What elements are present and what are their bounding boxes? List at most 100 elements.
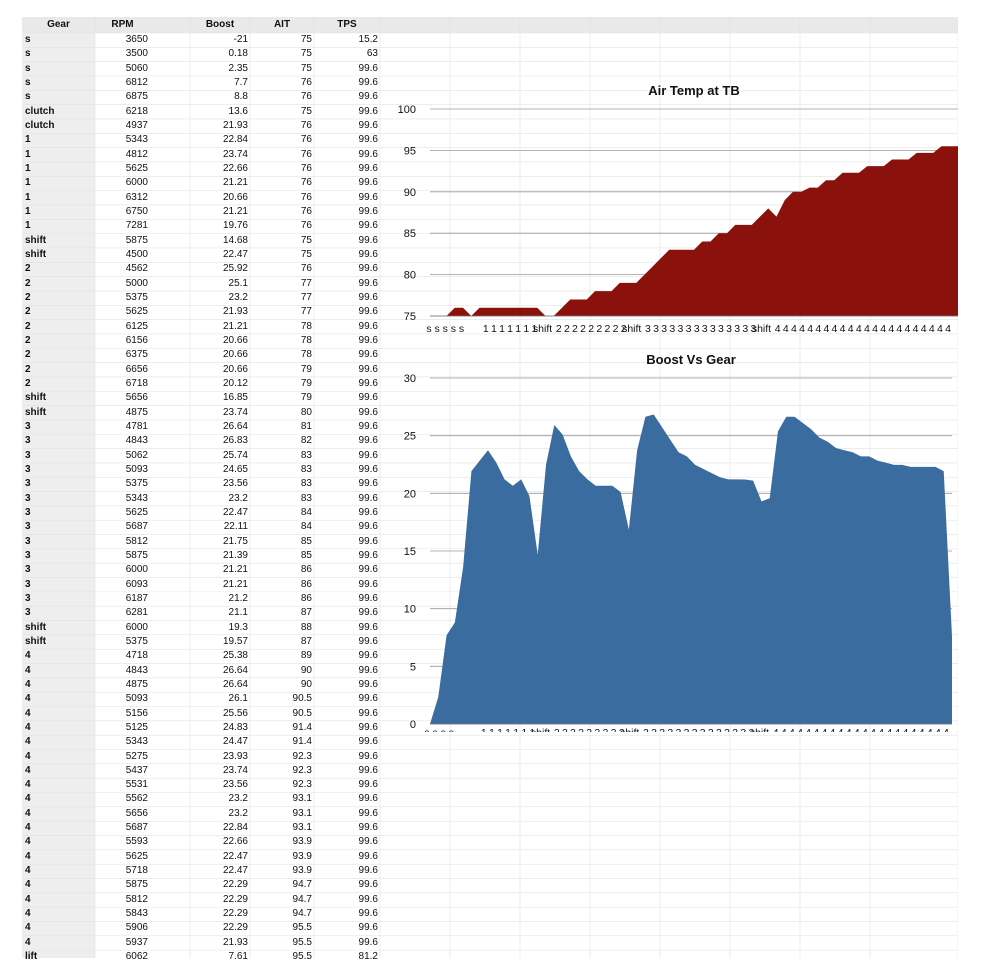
x-tick-label: 3	[677, 323, 683, 335]
cell-boost: 23.56	[222, 478, 248, 490]
x-tick-label: 4	[929, 323, 935, 335]
cell-boost: 23.74	[222, 406, 248, 418]
x-tick-label: 4	[927, 727, 933, 732]
cell-ait: 93.9	[292, 865, 312, 877]
cell-ait: 90	[300, 678, 312, 690]
cell-tps: 99.6	[358, 320, 378, 332]
cell-rpm: 6062	[125, 951, 148, 963]
cell-rpm: 5062	[125, 449, 148, 461]
cell-ait: 79	[300, 377, 312, 389]
cell-tps: 99.6	[358, 205, 378, 217]
cell-rpm: 6218	[125, 105, 148, 117]
cell-boost: 21.21	[222, 320, 248, 332]
x-tick-label: 4	[872, 323, 878, 335]
x-tick-label: 3	[684, 727, 690, 732]
cell-rpm: 7281	[125, 220, 148, 232]
cell-rpm: 5625	[125, 850, 148, 862]
cell-ait: 94.7	[292, 893, 312, 905]
cell-tps: 99.6	[358, 91, 378, 103]
cell-boost: 21.39	[222, 549, 248, 561]
cell-rpm: 5875	[125, 234, 148, 246]
x-tick-label: 3	[702, 323, 708, 335]
cell-tps: 15.2	[358, 34, 378, 45]
cell-gear: shift	[25, 621, 47, 633]
cell-rpm: 5812	[125, 893, 148, 905]
x-tick-label: 1	[481, 727, 487, 732]
cell-tps: 99.6	[358, 707, 378, 719]
cell-rpm: 4718	[125, 650, 148, 662]
cell-boost: 16.85	[222, 392, 248, 404]
cell-rpm: 6000	[125, 621, 148, 633]
cell-rpm: 6656	[125, 363, 148, 375]
cell-gear: 2	[25, 263, 31, 275]
cell-ait: 76	[300, 148, 312, 160]
cell-gear: 3	[25, 492, 31, 504]
x-tick-label: 2	[594, 727, 600, 732]
x-tick-label: 2	[619, 727, 625, 732]
cell-ait: 77	[300, 306, 312, 318]
cell-ait: 93.1	[292, 822, 312, 834]
cell-boost: 22.47	[222, 506, 248, 518]
cell-ait: 80	[300, 406, 312, 418]
x-tick-label: 2	[570, 727, 576, 732]
cell-ait: 91.4	[292, 721, 312, 733]
cell-ait: 79	[300, 392, 312, 404]
x-tick-label: shift	[620, 727, 639, 732]
cell-rpm: 5375	[125, 635, 148, 647]
x-tick-label: 3	[694, 323, 700, 335]
cell-rpm: 5843	[125, 908, 148, 920]
x-tick-label: 3	[692, 727, 698, 732]
cell-rpm: 6281	[125, 607, 148, 619]
cell-ait: 95.5	[292, 922, 312, 934]
x-tick-label: 2	[554, 727, 560, 732]
cell-gear: 2	[25, 306, 31, 318]
cell-tps: 99.6	[358, 248, 378, 260]
cell-gear: 4	[25, 922, 31, 934]
cell-tps: 99.6	[358, 779, 378, 791]
x-tick-label: 2	[564, 323, 570, 335]
cell-ait: 77	[300, 291, 312, 303]
cell-ait: 78	[300, 334, 312, 346]
cell-tps: 99.6	[358, 678, 378, 690]
cell-rpm: 5593	[125, 836, 148, 848]
cell-tps: 99.6	[358, 836, 378, 848]
cell-gear: lift	[25, 951, 38, 963]
x-tick-label: 3	[716, 727, 722, 732]
cell-gear: 3	[25, 521, 31, 533]
cell-tps: 99.6	[358, 807, 378, 819]
cell-boost: 25.92	[222, 263, 248, 275]
cell-boost: 22.47	[222, 865, 248, 877]
cell-gear: 2	[25, 320, 31, 332]
cell-rpm: 5937	[125, 936, 148, 948]
cell-tps: 99.6	[358, 750, 378, 762]
cell-rpm: 5375	[125, 478, 148, 490]
x-tick-label: 3	[675, 727, 681, 732]
cell-gear: 4	[25, 865, 31, 877]
x-tick-label: 3	[700, 727, 706, 732]
cell-tps: 99.6	[358, 850, 378, 862]
cell-tps: 99.6	[358, 363, 378, 375]
cell-gear: 4	[25, 678, 31, 690]
cell-gear: 3	[25, 549, 31, 561]
cell-rpm: 6375	[125, 349, 148, 361]
cell-ait: 95.5	[292, 936, 312, 948]
cell-rpm: 4500	[125, 248, 148, 260]
cell-ait: 89	[300, 650, 312, 662]
x-tick-label: 2	[572, 323, 578, 335]
cell-tps: 99.6	[358, 134, 378, 146]
cell-rpm: 4875	[125, 406, 148, 418]
cell-gear: 3	[25, 449, 31, 461]
cell-ait: 79	[300, 363, 312, 375]
cell-tps: 99.6	[358, 177, 378, 189]
x-tick-label: 3	[710, 323, 716, 335]
cell-gear: 1	[25, 177, 31, 189]
cell-gear: 3	[25, 535, 31, 547]
x-tick-label: shift	[750, 727, 769, 732]
cell-boost: 23.2	[228, 807, 248, 819]
y-tick-label: 95	[404, 145, 416, 157]
x-tick-label: 4	[773, 727, 779, 732]
cell-rpm: 4875	[125, 678, 148, 690]
cell-tps: 99.6	[358, 449, 378, 461]
cell-boost: 19.3	[228, 621, 248, 633]
x-tick-label: 4	[838, 727, 844, 732]
